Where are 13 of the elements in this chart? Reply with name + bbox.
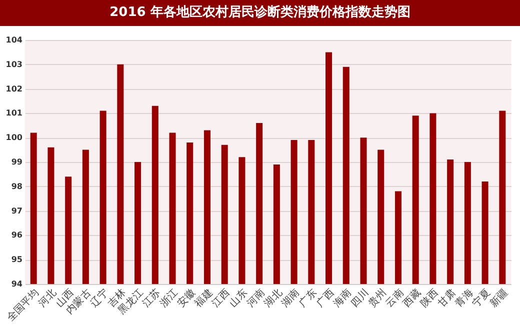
y-tick-label: 101 [6,108,23,118]
y-tick-label: 99 [11,158,23,166]
y-tick-label: 95 [11,255,23,264]
x-tick-label: 新疆 [488,286,510,310]
y-tick-label: 98 [11,182,23,191]
y-tick-label: 96 [11,230,23,240]
y-tick-label: 102 [6,84,22,94]
chart-title: 2016 年各地区农村居民诊断类消费价格指数走势图 [0,0,520,26]
y-tick-label: 100 [6,133,23,142]
y-tick-label: 103 [6,60,22,69]
y-tick-label: 104 [6,36,23,44]
y-tick-label: 94 [11,280,23,288]
y-tick-label: 97 [11,206,22,216]
